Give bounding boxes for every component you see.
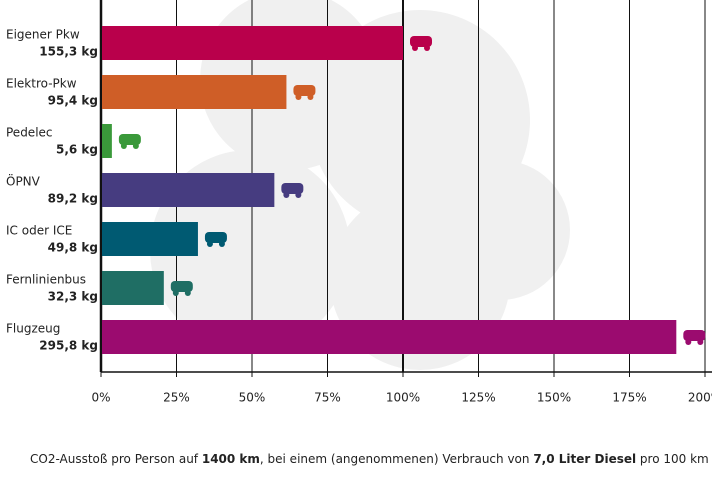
category-label: IC oder ICE (6, 224, 72, 238)
note-bold: 7,0 Liter Diesel (533, 452, 637, 466)
footnote: CO2-Ausstoß pro Person auf 1400 km, bei … (30, 452, 709, 466)
kg-label: 5,6 kg (56, 143, 98, 157)
kg-label: 295,8 kg (39, 339, 98, 353)
icon-wheel (206, 241, 213, 247)
icon-body (118, 134, 141, 145)
category-label: Elektro-Pkw (6, 77, 77, 91)
bar-icon (170, 281, 193, 296)
category-label: Flugzeug (6, 322, 60, 336)
x-tick-label: 75% (314, 391, 341, 405)
icon-body (293, 85, 316, 96)
note-bold: 1400 km (201, 452, 260, 466)
kg-label: 155,3 kg (39, 45, 98, 59)
bar-icon (281, 183, 304, 198)
x-tick-label: 50% (239, 391, 266, 405)
icon-wheel (412, 45, 418, 51)
icon-body (683, 330, 706, 341)
bar (102, 124, 112, 158)
bar (102, 75, 287, 109)
bar (102, 320, 677, 354)
bar-icon (293, 85, 316, 100)
icon-wheel (132, 143, 139, 149)
kg-label: 89,2 kg (48, 192, 98, 206)
icon-wheel (697, 339, 704, 345)
icon-wheel (424, 45, 430, 51)
category-label: Pedelec (6, 126, 53, 140)
icon-wheel (295, 94, 302, 100)
icon-body (410, 36, 432, 47)
icon-wheel (218, 241, 225, 247)
x-tick-label: 200% (688, 391, 712, 405)
x-tick-label: 150% (537, 391, 571, 405)
bar-icon (410, 36, 432, 51)
icon-body (204, 232, 227, 243)
icon-body (170, 281, 193, 292)
category-label: Eigener Pkw (6, 28, 80, 42)
icon-wheel (685, 339, 692, 345)
note-text: pro 100 km (636, 452, 709, 466)
bar (102, 271, 164, 305)
chart: 0% 25% 50% 75% 100% 125% 150% 175% 200% Eigener P… (6, 0, 712, 405)
x-tick-label: 175% (612, 391, 646, 405)
x-tick-label: 0% (91, 391, 110, 405)
category-label: Fernlinienbus (6, 273, 86, 287)
note-text: , bei einem (angenommenen) Verbrauch von (259, 452, 534, 466)
icon-wheel (172, 290, 179, 296)
bar-icon (683, 330, 706, 345)
icon-wheel (283, 192, 290, 198)
x-tick-label: 100% (386, 391, 420, 405)
icon-wheel (295, 192, 302, 198)
bar (102, 173, 275, 207)
icon-body (281, 183, 304, 194)
icon-wheel (120, 143, 127, 149)
x-tick-label: 25% (163, 391, 190, 405)
x-tick-label: 125% (461, 391, 495, 405)
note-text: CO2-Ausstoß pro Person auf (30, 452, 202, 466)
kg-label: 32,3 kg (48, 290, 98, 304)
kg-label: 49,8 kg (48, 241, 98, 255)
kg-label: 95,4 kg (48, 94, 98, 108)
bar (102, 26, 403, 60)
bar (102, 222, 198, 256)
category-label: ÖPNV (6, 173, 41, 189)
bar-icon (204, 232, 227, 247)
bar-icon (118, 134, 141, 149)
icon-wheel (184, 290, 191, 296)
icon-wheel (307, 94, 314, 100)
